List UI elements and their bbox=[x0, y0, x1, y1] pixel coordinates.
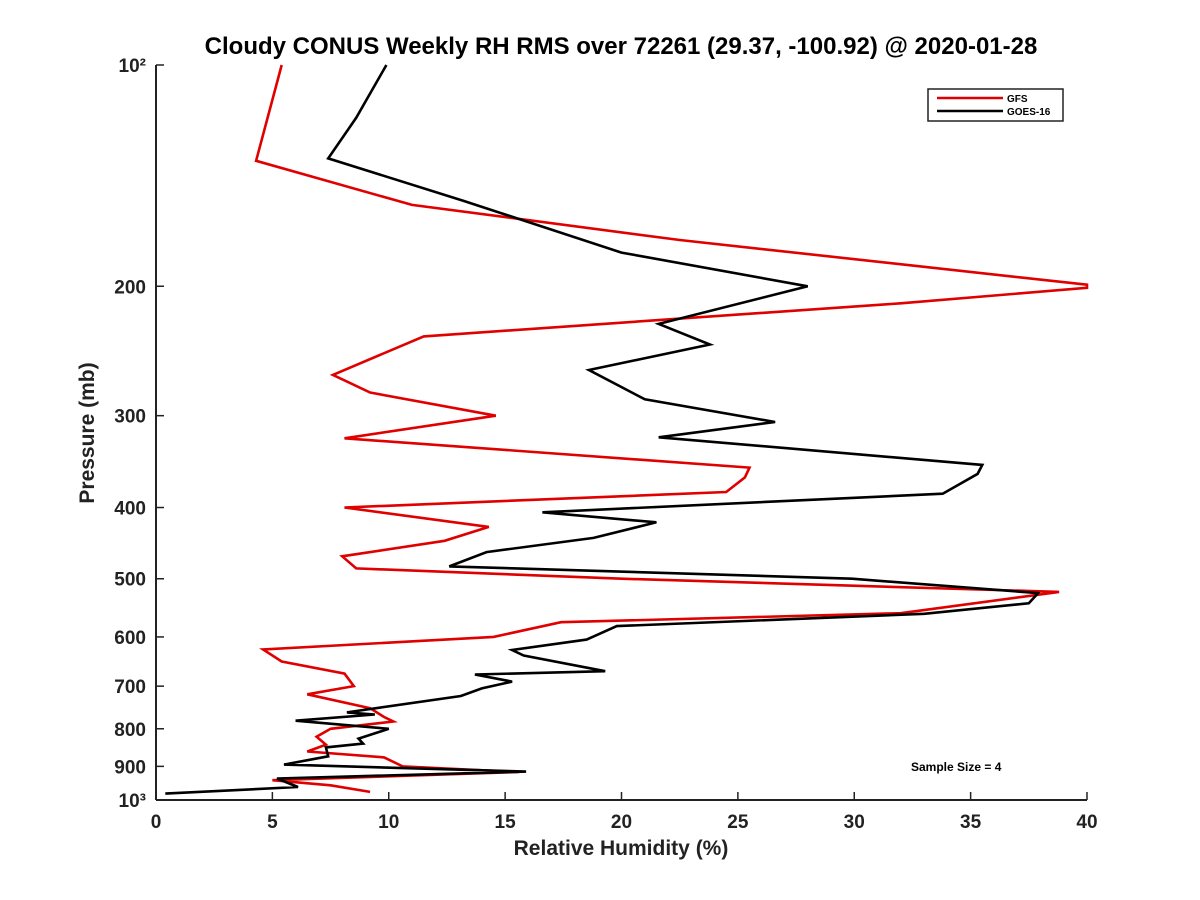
x-tick-label: 30 bbox=[844, 812, 865, 833]
x-tick-label: 25 bbox=[727, 812, 749, 833]
legend-label-goes-16: GOES-16 bbox=[1007, 107, 1051, 118]
y-tick-label: 600 bbox=[114, 628, 146, 649]
x-tick-label: 35 bbox=[960, 812, 982, 833]
x-tick-label: 10 bbox=[378, 812, 399, 833]
x-axis-label: Relative Humidity (%) bbox=[514, 837, 729, 860]
x-tick-label: 40 bbox=[1076, 812, 1097, 833]
x-tick-label: 15 bbox=[495, 812, 517, 833]
chart-title: Cloudy CONUS Weekly RH RMS over 72261 (2… bbox=[205, 33, 1038, 60]
y-ticks: 10² 200 300 400 500 600 700 800 900 10³ bbox=[114, 56, 164, 812]
x-ticks: 0 5 10 15 20 25 30 35 40 bbox=[151, 792, 1098, 833]
x-tick-label: 5 bbox=[267, 812, 278, 833]
x-tick-label: 20 bbox=[611, 812, 632, 833]
y-tick-label: 800 bbox=[114, 720, 146, 741]
legend-box bbox=[927, 88, 1064, 122]
legend: GFS GOES-16 bbox=[927, 88, 1064, 122]
y-tick-label: 500 bbox=[114, 570, 146, 591]
y-axis-label: Pressure (mb) bbox=[76, 362, 99, 503]
sample-size-annotation: Sample Size = 4 bbox=[911, 760, 1002, 774]
y-tick-label: 200 bbox=[114, 277, 146, 298]
x-tick-label: 0 bbox=[151, 812, 162, 833]
y-tick-label: 10³ bbox=[119, 791, 146, 812]
y-tick-label: 10² bbox=[119, 56, 146, 77]
legend-label-gfs: GFS bbox=[1007, 94, 1028, 105]
y-tick-label: 700 bbox=[114, 677, 146, 698]
y-tick-label: 900 bbox=[114, 757, 146, 778]
series-layer bbox=[165, 64, 1089, 795]
series-line-goes-16 bbox=[165, 64, 1041, 795]
y-tick-label: 300 bbox=[114, 407, 146, 428]
y-tick-label: 400 bbox=[114, 499, 146, 520]
series-line-gfs bbox=[254, 64, 1089, 794]
